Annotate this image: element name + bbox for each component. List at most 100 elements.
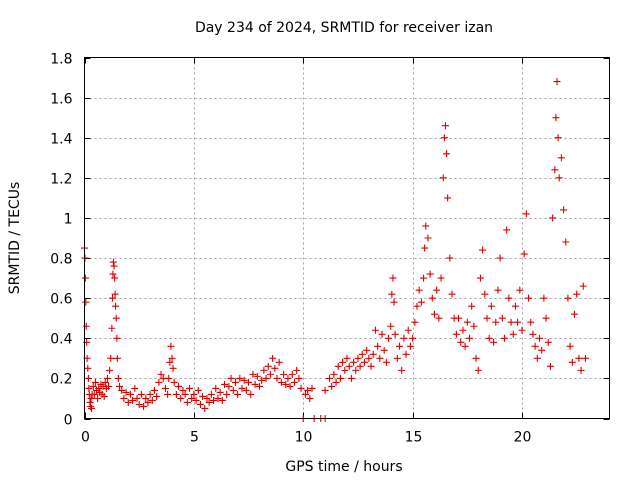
data-point <box>227 374 235 382</box>
data-point <box>223 390 231 398</box>
x-tick-label: 5 <box>190 430 199 446</box>
grid-lines <box>84 57 610 419</box>
data-point <box>552 114 560 122</box>
y-tick-label: 1.8 <box>50 52 72 68</box>
data-point <box>126 390 134 398</box>
data-point <box>199 392 207 400</box>
data-point <box>531 342 539 350</box>
data-point <box>516 286 524 294</box>
data-point <box>369 350 377 358</box>
data-point <box>387 322 395 330</box>
data-point <box>236 374 244 382</box>
data-point <box>90 390 98 398</box>
data-point <box>201 404 209 412</box>
data-point <box>343 354 351 362</box>
data-point <box>440 134 448 142</box>
data-point <box>293 366 301 374</box>
data-point <box>166 358 174 366</box>
data-point <box>542 314 550 322</box>
data-point <box>192 396 200 404</box>
data-point <box>553 78 561 86</box>
data-point <box>111 290 119 298</box>
data-point <box>581 354 589 362</box>
data-point <box>503 226 511 234</box>
data-point <box>443 150 451 158</box>
data-point <box>188 394 196 402</box>
data-point <box>409 334 417 342</box>
y-tick-label: 1.6 <box>50 92 72 108</box>
data-point <box>560 206 568 214</box>
data-point <box>175 382 183 390</box>
data-point <box>365 354 373 362</box>
data-point <box>328 382 336 390</box>
data-point <box>137 390 145 398</box>
data-point <box>400 334 408 342</box>
data-point <box>509 330 517 338</box>
data-point <box>306 394 314 402</box>
data-point <box>103 374 111 382</box>
data-point <box>148 396 156 404</box>
y-tick-label: 0.8 <box>50 252 72 268</box>
data-point <box>505 294 513 302</box>
data-point <box>229 386 237 394</box>
y-tick-label: 0.6 <box>50 292 72 308</box>
data-point <box>444 194 452 202</box>
data-point <box>169 364 177 372</box>
data-point <box>109 270 117 278</box>
data-point <box>120 394 128 402</box>
data-point <box>415 286 423 294</box>
y-tick-label: 1.4 <box>50 132 72 148</box>
data-point <box>216 388 224 396</box>
data-point <box>144 398 152 406</box>
data-point <box>390 298 398 306</box>
data-point <box>124 398 132 406</box>
data-point <box>286 382 294 390</box>
data-point <box>186 384 193 392</box>
data-point <box>297 384 305 392</box>
data-point <box>490 338 498 346</box>
data-point <box>336 374 344 382</box>
data-point <box>428 294 436 302</box>
data-point <box>367 362 375 370</box>
data-point <box>422 222 430 230</box>
data-point <box>118 386 126 394</box>
data-point <box>341 366 349 374</box>
data-point <box>301 390 309 398</box>
x-tick-labels: 0 5 10 15 20 <box>81 430 531 446</box>
data-point <box>101 378 109 386</box>
data-point <box>452 330 460 338</box>
data-point <box>402 350 410 358</box>
data-point <box>479 246 487 254</box>
data-point <box>88 404 95 412</box>
data-point <box>481 290 489 298</box>
data-point <box>122 388 130 396</box>
data-point <box>112 314 120 322</box>
data-point <box>562 238 570 246</box>
data-point <box>194 386 202 394</box>
data-point <box>448 290 456 298</box>
data-point <box>284 374 292 382</box>
data-point <box>165 374 173 382</box>
data-point <box>404 326 412 334</box>
data-point <box>249 370 257 378</box>
data-point <box>275 358 283 366</box>
data-point <box>177 394 185 402</box>
data-point <box>89 382 97 390</box>
data-point <box>214 394 222 402</box>
data-point <box>441 122 449 130</box>
data-point <box>262 374 270 382</box>
data-point <box>466 334 473 342</box>
data-point <box>518 326 526 334</box>
data-point <box>411 318 419 326</box>
data-point <box>288 370 296 378</box>
data-point <box>82 298 90 306</box>
data-point <box>112 302 120 310</box>
data-point <box>496 254 504 262</box>
data-point <box>253 372 261 380</box>
data-point <box>183 398 191 406</box>
data-point <box>87 394 95 402</box>
data-point <box>494 286 502 294</box>
data-point <box>540 294 548 302</box>
data-point <box>544 338 552 346</box>
